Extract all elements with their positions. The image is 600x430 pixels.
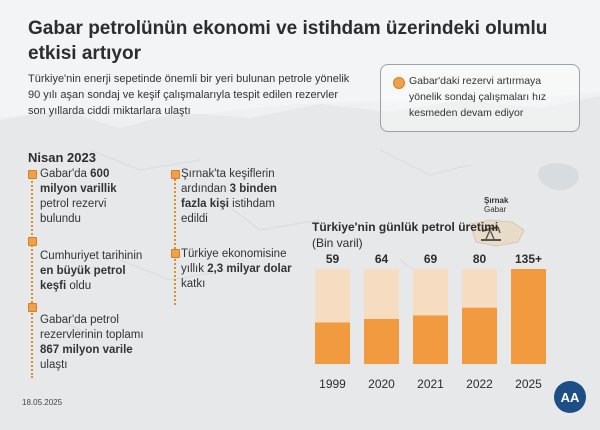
map-lake	[538, 163, 579, 191]
oil-pump-icon	[481, 226, 501, 241]
timeline-left-line	[31, 170, 33, 378]
x-tick-label: 2025	[515, 377, 542, 391]
bar-value-label: 69	[424, 252, 438, 266]
timeline-item: Türkiye ekonomisine yıllık 2,3 milyar do…	[181, 248, 292, 290]
map-borders	[59, 149, 471, 341]
map-sea	[0, 0, 600, 118]
note-box: Gabar'daki rezervi artırmaya yönelik son…	[380, 64, 580, 132]
bar-value-label: 59	[326, 252, 340, 266]
timeline-item: Şırnak'ta keşiflerin ardından 3 binden f…	[181, 168, 277, 225]
timeline-heading: Nisan 2023	[28, 150, 96, 165]
aa-logo-icon: AA	[554, 381, 586, 413]
timeline-marker-icon	[28, 303, 37, 312]
bar	[413, 315, 448, 364]
x-tick-label: 2022	[466, 377, 493, 391]
bar-value-label: 80	[473, 252, 487, 266]
timeline-item: Gabar'da petrol rezervlerinin toplamı 86…	[40, 314, 144, 371]
bullet-dot-icon	[393, 77, 405, 89]
timeline-marker-icon	[171, 170, 180, 179]
bar	[462, 307, 497, 364]
infographic-title: Gabar petrolünün ekonomi ve istihdam üze…	[28, 18, 548, 64]
bar-value-label: 135+	[515, 252, 542, 266]
map-label: Şırnak Gabar	[484, 196, 509, 214]
timeline-item: Gabar'da 600 milyon varillik petrol reze…	[40, 168, 117, 225]
timeline-marker-icon	[28, 237, 37, 246]
svg-text:AA: AA	[561, 390, 580, 405]
x-tick-label: 2021	[417, 377, 444, 391]
bar-value-label: 64	[375, 252, 389, 266]
x-tick-label: 1999	[319, 377, 346, 391]
map-land	[0, 96, 600, 430]
bar	[511, 269, 546, 364]
intro-text: Türkiye'nin enerji sepetinde önemli bir …	[28, 73, 350, 117]
bar	[315, 322, 350, 364]
timeline-item: Cumhuriyet tarihinin en büyük petrol keş…	[40, 250, 143, 292]
x-tick-label: 2020	[368, 377, 395, 391]
timeline-marker-icon	[28, 170, 37, 179]
production-bar-chart: 59 1999 64 2020 69 2021 80 2022 135+ 2025	[315, 252, 546, 391]
chart-title: Türkiye'nin günlük petrol üretimi (Bin v…	[312, 220, 499, 250]
bar	[364, 318, 399, 364]
timeline-marker-icon	[171, 249, 180, 258]
note-text: Gabar'daki rezervi artırmaya yönelik son…	[409, 75, 547, 119]
date-stamp: 18.05.2025	[22, 398, 63, 407]
timeline-right-line	[174, 170, 176, 305]
